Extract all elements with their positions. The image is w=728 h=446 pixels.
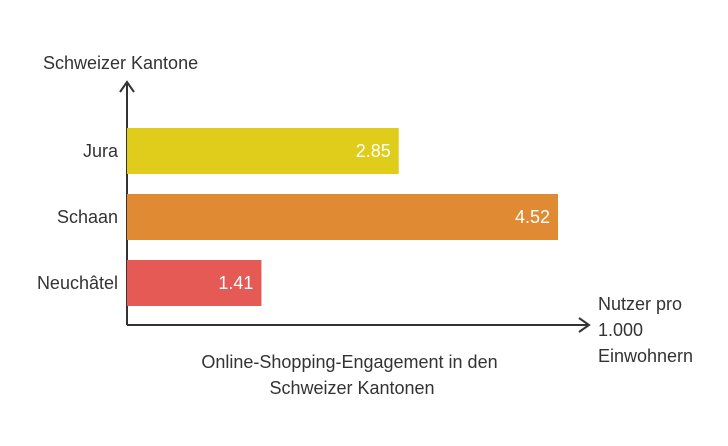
x-axis-title-line-2: 1.000: [598, 320, 643, 340]
x-axis-title-line-1: Nutzer pro: [598, 294, 682, 314]
chart-caption: Online-Shopping-Engagement in den Schwei…: [201, 352, 502, 398]
x-axis-title: Nutzer pro 1.000 Einwohnern: [598, 294, 693, 366]
bar-schaan: [127, 194, 558, 240]
x-axis-title-line-3: Einwohnern: [598, 346, 693, 366]
value-label: 2.85: [356, 141, 391, 161]
caption-line-2: Schweizer Kantonen: [269, 378, 434, 398]
value-label: 1.41: [218, 273, 253, 293]
category-label: Schaan: [57, 207, 118, 227]
value-label: 4.52: [515, 207, 550, 227]
bars-group: Jura 2.85 Schaan 4.52 Neuchâtel 1.41: [37, 128, 558, 306]
y-axis-arrow: [119, 80, 135, 93]
category-label: Jura: [83, 141, 119, 161]
x-axis-arrow: [578, 317, 591, 333]
bar-neuch-tel: [127, 260, 262, 306]
category-label: Neuchâtel: [37, 273, 118, 293]
y-axis-title: Schweizer Kantone: [43, 53, 198, 73]
bar-jura: [127, 128, 399, 174]
caption-line-1: Online-Shopping-Engagement in den: [201, 352, 497, 372]
